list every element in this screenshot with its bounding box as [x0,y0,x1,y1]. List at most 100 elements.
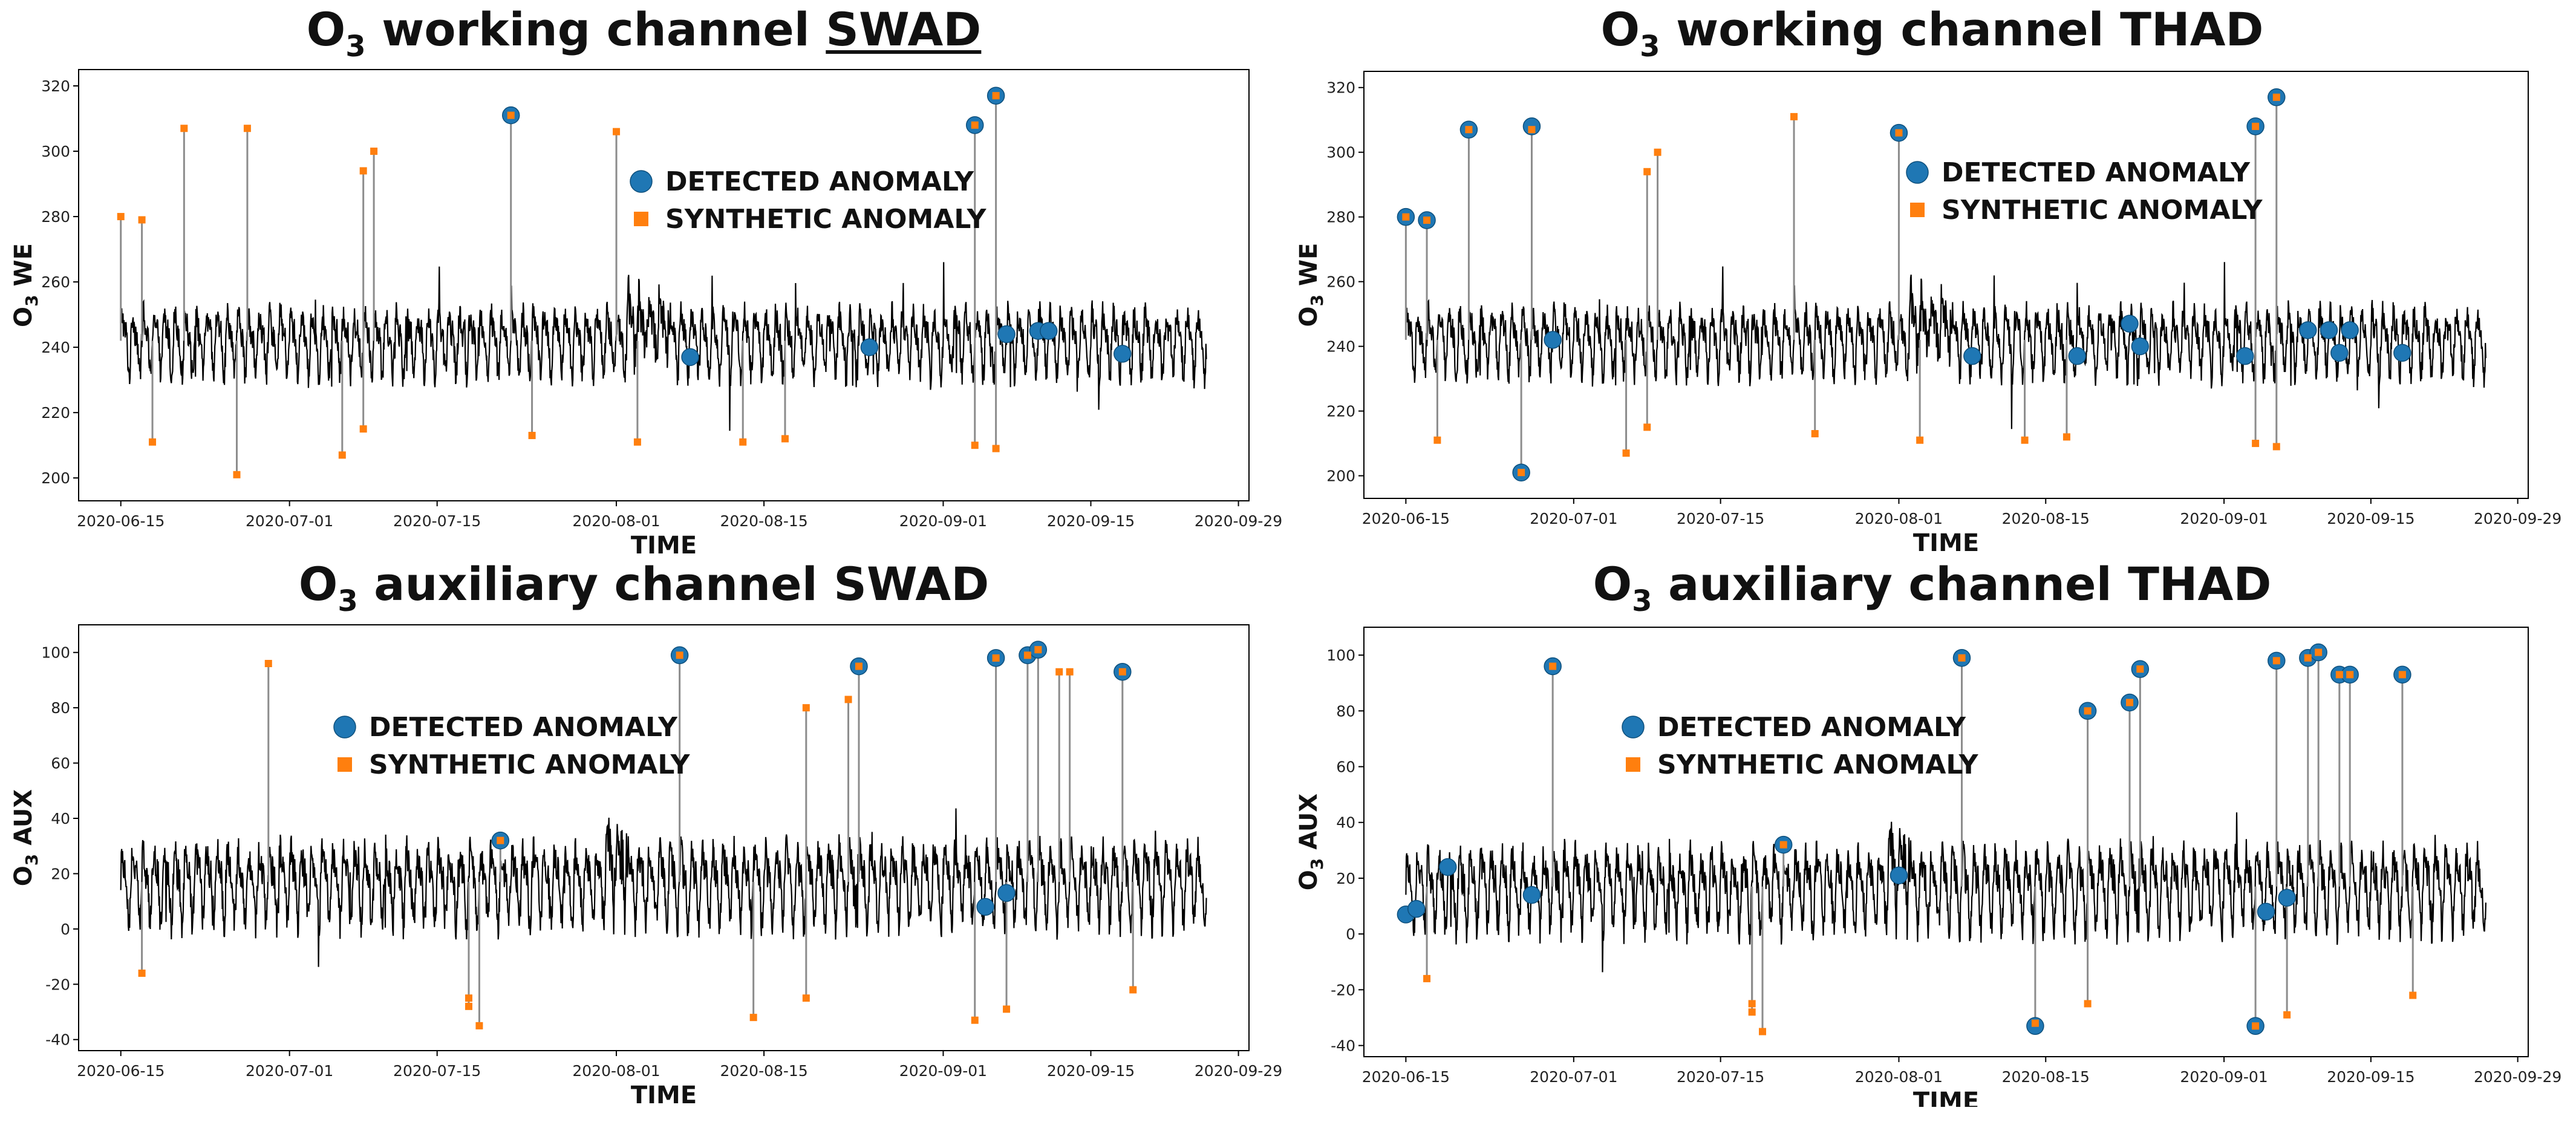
axes-frame [1363,71,2529,499]
synthetic-anomaly-marker [1916,436,1924,444]
legend-detected-label: DETECTED ANOMALY [1657,712,1966,743]
synthetic-anomaly-marker [507,111,515,119]
legend-detected-marker [1906,161,1929,184]
synthetic-anomaly-marker [1528,126,1536,134]
synthetic-anomaly-marker [1622,449,1630,457]
legend-synthetic-label: SYNTHETIC ANOMALY [665,204,987,235]
x-tick-label: 2020-09-29 [1195,1062,1282,1080]
y-tick-label: 220 [1326,403,1355,420]
synthetic-anomaly-marker [1643,168,1651,175]
synthetic-anomaly-marker [1748,1008,1756,1016]
series-line [120,808,1207,967]
synthetic-anomaly-marker [2125,699,2133,706]
synthetic-anomaly-marker [2252,122,2260,130]
synthetic-anomaly-marker [2021,436,2029,444]
y-tick-label: 0 [1346,925,1355,943]
chart-panel-2: O3 working channel THAD 200 220 240 260 280 30… [1288,0,2576,553]
title-subscript: 3 [337,584,358,618]
synthetic-anomaly-marker [1423,974,1431,982]
legend-detected-marker [333,716,356,739]
title-method: THAD [2120,2,2264,56]
detected-anomaly-marker [976,898,994,916]
x-tick-label: 2020-08-01 [1855,1068,1943,1086]
detected-anomaly-marker [2121,315,2139,333]
x-tick-label: 2020-08-15 [720,512,807,530]
synthetic-anomaly-marker [528,431,536,439]
series-line [120,262,1207,431]
x-tick-label: 2020-09-15 [2327,1068,2415,1086]
chart-panel-1: O3 working channel SWAD 200 220 240 260 280 30… [0,0,1288,553]
synthetic-anomaly-marker [264,660,272,667]
synthetic-anomaly-marker [138,216,146,224]
chart-svg: 200 220 240 260 280 300 320 2020-06-15 2020-07-0… [1295,71,2561,553]
x-tick-label: 2020-09-29 [2474,1068,2561,1086]
synthetic-anomaly-marker [1055,668,1063,676]
synthetic-anomaly-marker [2136,665,2144,673]
series-line [1405,262,2486,429]
x-tick-label: 2020-06-15 [77,1062,165,1080]
chart-title: O3 working channel THAD [1288,2,2576,64]
x-tick-label: 2020-08-15 [2002,1068,2090,1086]
x-tick-label: 2020-08-15 [2002,510,2090,527]
synthetic-anomaly-marker [2031,1019,2039,1027]
legend-detected-marker [1622,716,1645,739]
synthetic-anomaly-marker [1433,436,1441,444]
synthetic-anomaly-marker [1465,126,1473,134]
chart-panel-4: O3 auxiliary channel THAD -40 -20 0 20 40 60 80… [1288,553,2576,1107]
x-tick-label: 2020-09-15 [2327,510,2415,527]
synthetic-anomaly-marker [676,651,683,659]
y-tick-label: 80 [1336,702,1355,720]
y-tick-label: 240 [41,339,70,356]
synthetic-anomaly-marker [2272,93,2280,101]
synthetic-anomaly-marker [2252,1022,2260,1030]
x-tick-label: 2020-08-15 [720,1062,807,1080]
synthetic-anomaly-marker [2084,1000,2092,1008]
synthetic-anomaly-marker [359,425,367,433]
synthetic-anomaly-marker [781,435,789,443]
title-text: working channel [1660,2,2121,56]
x-tick-label: 2020-07-15 [393,512,481,530]
synthetic-anomaly-marker [2304,654,2312,662]
y-axis-label: O3 WE [10,243,42,327]
y-tick-label: 100 [1326,647,1355,664]
x-tick-label: 2020-06-15 [1362,510,1450,527]
y-tick-label: 220 [41,404,70,422]
x-axis-label: TIME [1913,529,1979,553]
synthetic-anomaly-marker [2335,671,2343,679]
synthetic-anomaly-marker [1129,986,1137,994]
synthetic-anomaly-marker [1654,148,1661,156]
title-prefix: O [306,2,346,56]
title-method: SWAD [826,2,982,56]
legend-synthetic-marker [337,757,352,772]
detected-anomaly-marker [1963,347,1981,365]
synthetic-anomaly-marker [1643,423,1651,431]
detected-anomaly-marker [2341,321,2359,339]
x-tick-label: 2020-09-01 [899,1062,987,1080]
y-tick-label: 320 [1326,79,1355,97]
detected-anomaly-marker [2257,902,2275,921]
synthetic-anomaly-marker [465,1002,472,1010]
synthetic-anomaly-marker [802,994,810,1002]
synthetic-anomaly-marker [180,125,188,132]
synthetic-anomaly-marker [497,837,504,844]
y-tick-label: 20 [1336,870,1355,887]
legend: DETECTED ANOMALY SYNTHETIC ANOMALY [1622,712,1979,780]
synthetic-anomaly-marker [2084,707,2092,715]
synthetic-anomaly-marker [971,121,979,129]
x-tick-label: 2020-09-29 [1195,512,1282,530]
legend-synthetic-marker [634,212,648,226]
synthetic-anomaly-marker [613,128,621,135]
detected-anomaly-marker [1438,858,1457,876]
y-tick-label: 320 [41,77,70,95]
synthetic-anomaly-marker [2398,671,2406,679]
y-tick-label: 200 [1326,468,1355,485]
title-subscript: 3 [1632,584,1652,618]
synthetic-anomaly-marker [233,471,241,478]
title-method: THAD [2128,557,2272,611]
y-axis-label: O3 WE [1295,243,1327,327]
detected-anomaly-marker [1114,345,1132,363]
axes-frame [78,69,1250,501]
title-text: auxiliary channel [1652,557,2128,611]
y-tick-label: 260 [1326,273,1355,291]
synthetic-anomaly-marker [1003,1005,1011,1013]
